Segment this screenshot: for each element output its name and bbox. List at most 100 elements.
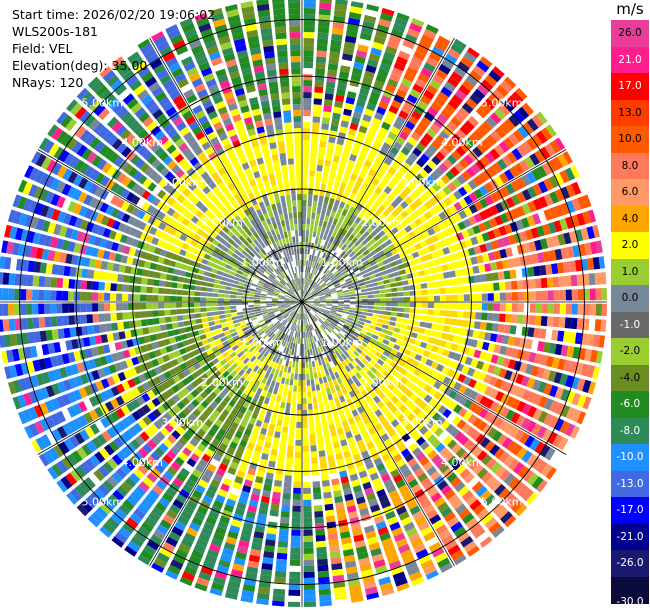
velocity-gate bbox=[389, 190, 398, 199]
velocity-gate bbox=[188, 302, 195, 308]
velocity-gate bbox=[302, 409, 308, 416]
velocity-gate bbox=[390, 316, 397, 322]
velocity-gate bbox=[469, 70, 482, 82]
velocity-gate bbox=[458, 158, 469, 169]
velocity-gate bbox=[456, 251, 464, 260]
velocity-gate bbox=[319, 273, 325, 279]
velocity-gate bbox=[350, 275, 357, 280]
velocity-gate bbox=[340, 259, 347, 266]
velocity-gate bbox=[303, 266, 306, 273]
velocity-gate bbox=[528, 279, 536, 289]
velocity-gate bbox=[328, 368, 334, 375]
velocity-gate bbox=[86, 280, 93, 290]
velocity-gate bbox=[191, 371, 200, 379]
velocity-gate bbox=[327, 533, 339, 541]
velocity-gate bbox=[290, 373, 294, 380]
velocity-gate bbox=[351, 254, 358, 261]
velocity-gate bbox=[495, 202, 505, 213]
velocity-gate bbox=[283, 487, 292, 494]
velocity-gate bbox=[305, 319, 309, 326]
velocity-gate bbox=[422, 132, 434, 143]
velocity-gate bbox=[423, 328, 431, 336]
velocity-gate bbox=[254, 308, 261, 312]
velocity-gate bbox=[212, 263, 220, 270]
velocity-gate bbox=[303, 32, 315, 39]
velocity-gate bbox=[268, 386, 274, 394]
velocity-gate bbox=[368, 270, 375, 276]
velocity-gate bbox=[268, 460, 276, 468]
velocity-gate bbox=[206, 297, 213, 302]
velocity-gate bbox=[302, 284, 304, 291]
velocity-gate bbox=[494, 465, 507, 478]
velocity-gate bbox=[183, 417, 193, 427]
velocity-gate bbox=[176, 390, 185, 400]
velocity-gate bbox=[313, 296, 320, 299]
velocity-gate bbox=[32, 303, 39, 315]
velocity-gate bbox=[289, 379, 294, 386]
velocity-gate bbox=[247, 505, 258, 513]
velocity-gate bbox=[311, 469, 320, 476]
velocity-gate bbox=[34, 420, 45, 434]
velocity-gate bbox=[378, 314, 385, 319]
velocity-gate bbox=[383, 157, 393, 166]
velocity-gate bbox=[512, 129, 525, 142]
velocity-gate bbox=[342, 262, 349, 268]
velocity-gate bbox=[307, 260, 311, 267]
velocity-gate bbox=[322, 425, 329, 433]
velocity-gate bbox=[232, 436, 241, 445]
velocity-gate bbox=[173, 350, 182, 358]
velocity-gate bbox=[326, 362, 331, 370]
velocity-gate bbox=[366, 234, 373, 242]
velocity-gate bbox=[314, 328, 319, 335]
velocity-gate bbox=[33, 186, 44, 200]
velocity-gate bbox=[354, 380, 362, 388]
velocity-gate bbox=[378, 391, 386, 400]
velocity-gate bbox=[475, 106, 488, 119]
velocity-gate bbox=[455, 363, 465, 372]
velocity-gate bbox=[375, 74, 387, 83]
velocity-gate bbox=[459, 451, 471, 463]
velocity-gate bbox=[421, 296, 428, 302]
velocity-gate bbox=[146, 472, 158, 483]
velocity-gate bbox=[416, 158, 426, 168]
velocity-gate bbox=[422, 246, 431, 254]
velocity-gate bbox=[517, 465, 530, 479]
velocity-gate bbox=[362, 114, 372, 123]
velocity-gate bbox=[469, 284, 476, 293]
velocity-gate bbox=[248, 293, 255, 297]
velocity-gate bbox=[337, 207, 343, 215]
velocity-gate bbox=[559, 218, 569, 231]
velocity-gate bbox=[353, 247, 360, 254]
velocity-gate bbox=[289, 559, 301, 566]
velocity-gate bbox=[411, 483, 422, 494]
velocity-gate bbox=[91, 511, 104, 524]
velocity-gate bbox=[302, 200, 307, 207]
velocity-gate bbox=[288, 433, 295, 440]
velocity-gate bbox=[422, 461, 434, 472]
velocity-gate bbox=[350, 214, 357, 222]
velocity-gate bbox=[371, 191, 379, 200]
velocity-gate bbox=[598, 256, 606, 269]
velocity-gate bbox=[234, 326, 242, 331]
velocity-gate bbox=[151, 506, 164, 518]
velocity-gate bbox=[230, 378, 238, 386]
velocity-gate bbox=[359, 411, 368, 420]
velocity-gate bbox=[102, 479, 115, 492]
velocity-gate bbox=[375, 326, 382, 332]
velocity-gate bbox=[89, 492, 102, 505]
velocity-gate bbox=[545, 264, 553, 275]
velocity-gate bbox=[399, 228, 408, 236]
velocity-gate bbox=[302, 206, 307, 213]
velocity-gate bbox=[277, 331, 283, 338]
velocity-gate bbox=[381, 473, 391, 483]
velocity-gate bbox=[400, 385, 409, 394]
velocity-gate bbox=[294, 463, 301, 470]
velocity-gate bbox=[368, 498, 379, 507]
velocity-gate bbox=[191, 399, 200, 408]
velocity-gate bbox=[241, 326, 249, 332]
velocity-gate bbox=[189, 437, 199, 447]
velocity-gate bbox=[259, 321, 266, 326]
velocity-gate bbox=[547, 431, 558, 445]
velocity-gate bbox=[394, 17, 408, 27]
velocity-gate bbox=[494, 108, 506, 121]
